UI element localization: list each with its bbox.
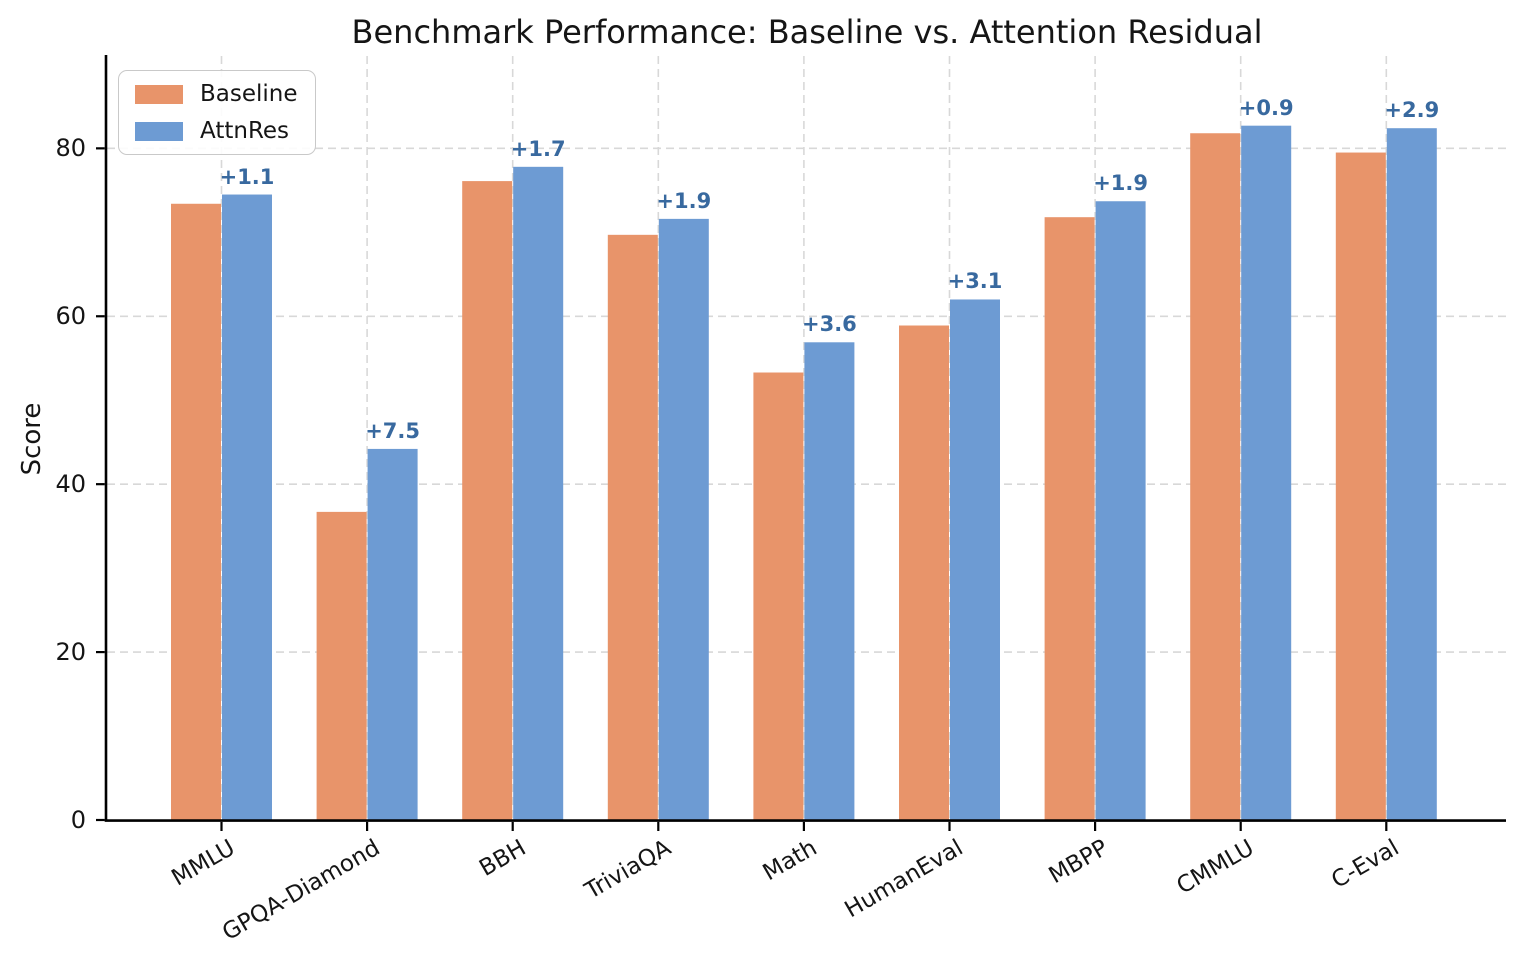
delta-label: +7.5 <box>365 418 420 443</box>
delta-label: +1.7 <box>510 136 566 161</box>
y-tick-label: 60 <box>55 302 86 331</box>
bar-attnres-GPQA-Diamond <box>367 448 418 820</box>
delta-label: +3.6 <box>801 312 857 337</box>
delta-label: +1.9 <box>656 188 712 213</box>
legend-label-baseline: Baseline <box>200 81 298 107</box>
bar-attnres-C-Eval <box>1386 128 1437 820</box>
chart-title: Benchmark Performance: Baseline vs. Atte… <box>351 13 1263 51</box>
bar-baseline-GPQA-Diamond <box>316 511 367 820</box>
bar-baseline-MMLU <box>171 203 221 820</box>
delta-label: +1.1 <box>219 164 275 189</box>
delta-label: +3.1 <box>947 269 1003 294</box>
bar-baseline-C-Eval <box>1335 152 1386 821</box>
bar-attnres-CMMLU <box>1241 125 1292 820</box>
y-tick-label: 80 <box>55 134 86 163</box>
y-tick-label: 20 <box>55 638 86 667</box>
bar-baseline-CMMLU <box>1190 133 1241 820</box>
legend-item-baseline: Baseline <box>135 81 299 107</box>
bar-baseline-MBPP <box>1044 217 1095 820</box>
bar-attnres-MMLU <box>222 194 272 820</box>
bar-attnres-HumanEval <box>950 299 1000 820</box>
delta-label: +2.9 <box>1384 98 1440 123</box>
legend-item-attnres: AttnRes <box>135 118 299 144</box>
bar-attnres-Math <box>804 342 855 820</box>
legend-swatch-baseline <box>135 84 183 104</box>
bar-baseline-TriviaQA <box>607 234 658 821</box>
bar-attnres-TriviaQA <box>658 218 709 820</box>
legend-label-attnres: AttnRes <box>200 118 290 144</box>
bar-baseline-BBH <box>462 181 513 821</box>
bar-baseline-Math <box>753 372 804 820</box>
legend-swatch-attnres <box>135 121 183 141</box>
bar-attnres-MBPP <box>1095 201 1146 820</box>
bar-attnres-BBH <box>513 166 564 821</box>
y-tick-label: 0 <box>70 806 86 834</box>
y-tick-label: 40 <box>55 470 86 499</box>
legend: Baseline AttnRes <box>118 70 316 155</box>
delta-label: +0.9 <box>1238 95 1294 120</box>
bar-baseline-HumanEval <box>899 325 949 820</box>
delta-label: +1.9 <box>1093 171 1148 196</box>
